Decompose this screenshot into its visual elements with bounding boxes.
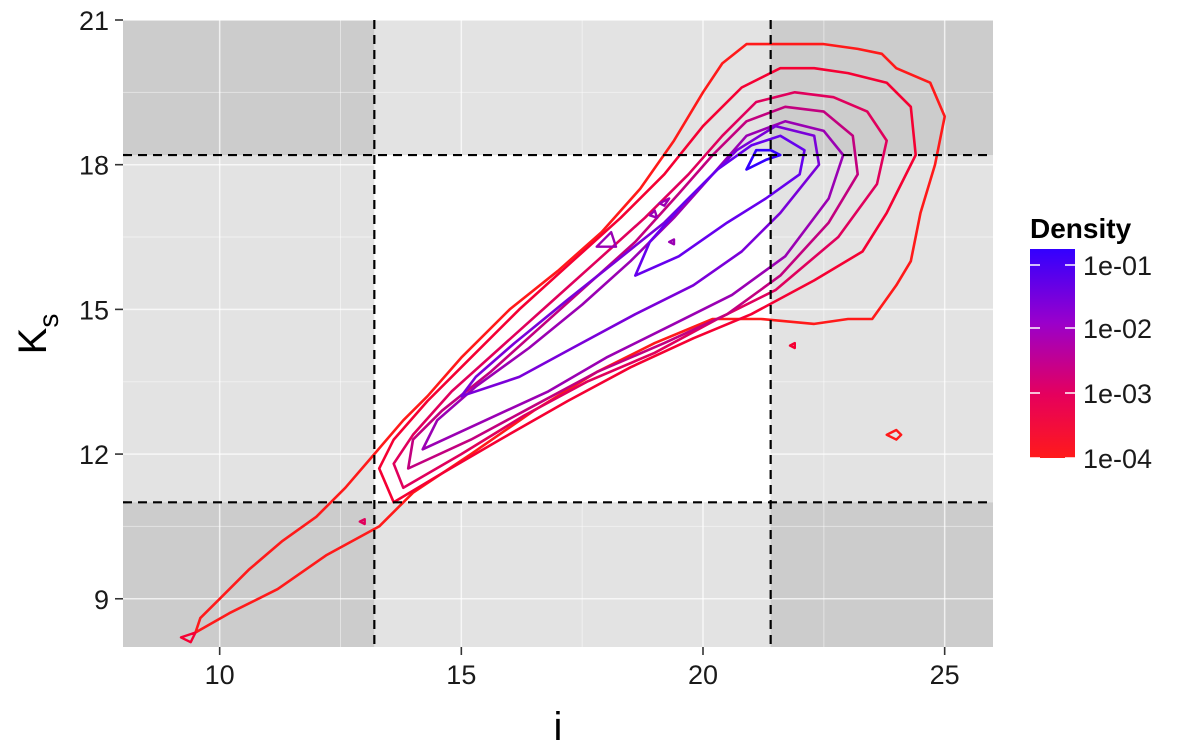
region-edge [374, 20, 771, 156]
contour-island [179, 631, 197, 644]
contour-island [668, 238, 676, 246]
axes: 10 15 20 25 9 12 15 18 21 [79, 6, 960, 690]
plot-background [123, 20, 993, 647]
legend-label: 1e-03 [1083, 379, 1152, 409]
y-tick-label: 12 [79, 440, 109, 470]
y-tick-label: 21 [79, 6, 109, 36]
y-tick-label: 18 [79, 151, 109, 181]
region-edge [374, 502, 771, 647]
x-tick-label: 10 [205, 660, 235, 690]
y-tick-label: 15 [79, 295, 109, 325]
legend-title: Density [1030, 213, 1132, 244]
contour-5e-02 [459, 124, 821, 398]
contour-1e-02 [406, 105, 860, 470]
contour-lines [179, 42, 947, 644]
region-edge [770, 155, 993, 503]
contour-island [788, 341, 796, 350]
legend-label: 1e-04 [1083, 444, 1152, 474]
region-corner [123, 502, 375, 647]
legend: Density 1e-01 1e-02 1e-03 1e-04 [1030, 213, 1152, 474]
y-axis-title-subscript: s [33, 314, 64, 328]
contour-island [595, 230, 618, 248]
region-center [374, 155, 771, 503]
x-tick-label: 20 [688, 660, 718, 690]
y-axis-title-group: Ks [11, 314, 64, 355]
region-corner [770, 502, 993, 647]
contour-island [658, 197, 671, 207]
contour-island [648, 209, 659, 219]
reference-lines [123, 20, 993, 647]
y-axis-title: Ks [11, 314, 64, 355]
legend-colorbar [1030, 249, 1075, 458]
x-tick-label: 15 [446, 660, 476, 690]
region-corner [123, 20, 375, 156]
legend-labels: 1e-01 1e-02 1e-03 1e-04 [1030, 251, 1152, 474]
contour-island [885, 428, 903, 441]
legend-label: 1e-01 [1083, 251, 1152, 281]
region-edge [123, 155, 375, 503]
contour-1e-01 [745, 148, 782, 171]
x-axis-title: i [554, 705, 563, 746]
y-tick-label: 9 [94, 585, 109, 615]
x-tick-label: 25 [930, 660, 960, 690]
y-axis-title-main: K [11, 327, 55, 354]
contour-1e-03 [377, 66, 918, 504]
grid-lines [123, 19, 993, 647]
contour-3e-02 [421, 120, 845, 451]
contour-7e-02 [633, 134, 806, 277]
contour-island [358, 518, 366, 526]
legend-label: 1e-02 [1083, 314, 1152, 344]
contour-3e-03 [392, 91, 889, 490]
